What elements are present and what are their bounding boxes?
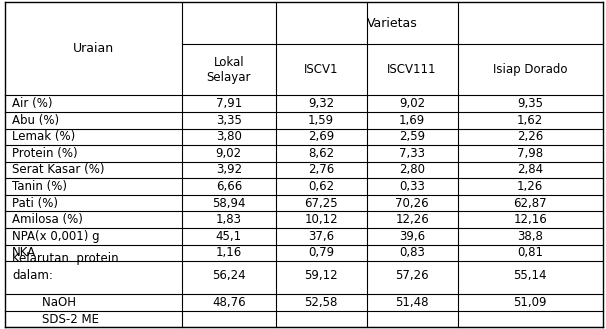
Text: 0,79: 0,79 — [308, 246, 335, 259]
Text: 52,58: 52,58 — [304, 296, 338, 309]
Text: 7,91: 7,91 — [216, 97, 242, 110]
Text: NaOH: NaOH — [27, 296, 76, 309]
Text: Uraian: Uraian — [73, 42, 114, 55]
Text: NPA(x 0,001) g: NPA(x 0,001) g — [12, 230, 100, 243]
Text: 0,83: 0,83 — [399, 246, 425, 259]
Text: 57,26: 57,26 — [395, 269, 429, 282]
Text: 2,84: 2,84 — [517, 164, 544, 176]
Text: 58,94: 58,94 — [212, 197, 245, 210]
Text: 10,12: 10,12 — [304, 213, 338, 226]
Text: 1,62: 1,62 — [517, 114, 544, 127]
Text: 2,69: 2,69 — [308, 130, 335, 143]
Text: 37,6: 37,6 — [308, 230, 335, 243]
Text: 59,12: 59,12 — [304, 269, 338, 282]
Text: 1,83: 1,83 — [216, 213, 242, 226]
Text: 9,35: 9,35 — [518, 97, 543, 110]
Text: 67,25: 67,25 — [304, 197, 338, 210]
Text: 45,1: 45,1 — [216, 230, 242, 243]
Text: 56,24: 56,24 — [212, 269, 245, 282]
Text: 9,02: 9,02 — [216, 147, 242, 160]
Text: 7,33: 7,33 — [399, 147, 425, 160]
Text: Pati (%): Pati (%) — [12, 197, 58, 210]
Text: 55,14: 55,14 — [513, 269, 547, 282]
Text: 3,92: 3,92 — [216, 164, 242, 176]
Text: Tanin (%): Tanin (%) — [12, 180, 67, 193]
Text: 62,87: 62,87 — [513, 197, 547, 210]
Text: 0,33: 0,33 — [399, 180, 425, 193]
Text: Isiap Dorado: Isiap Dorado — [493, 63, 567, 76]
Text: 9,02: 9,02 — [399, 97, 425, 110]
Text: 8,62: 8,62 — [308, 147, 335, 160]
Text: NKA: NKA — [12, 246, 36, 259]
Text: 1,69: 1,69 — [399, 114, 425, 127]
Text: 12,26: 12,26 — [395, 213, 429, 226]
Text: 2,26: 2,26 — [517, 130, 544, 143]
Text: 6,66: 6,66 — [216, 180, 242, 193]
Text: 3,80: 3,80 — [216, 130, 242, 143]
Text: 2,76: 2,76 — [308, 164, 335, 176]
Text: Lemak (%): Lemak (%) — [12, 130, 75, 143]
Text: SDS-2 ME: SDS-2 ME — [27, 313, 99, 326]
Text: 38,8: 38,8 — [518, 230, 543, 243]
Text: Air (%): Air (%) — [12, 97, 53, 110]
Text: Varietas: Varietas — [367, 16, 418, 30]
Text: 3,35: 3,35 — [216, 114, 242, 127]
Text: 51,48: 51,48 — [395, 296, 429, 309]
Text: 48,76: 48,76 — [212, 296, 245, 309]
Text: 1,59: 1,59 — [308, 114, 335, 127]
Text: Lokal
Selayar: Lokal Selayar — [207, 56, 251, 84]
Text: Protein (%): Protein (%) — [12, 147, 78, 160]
Text: 2,59: 2,59 — [399, 130, 425, 143]
Text: 9,32: 9,32 — [308, 97, 335, 110]
Text: ISCV1: ISCV1 — [304, 63, 338, 76]
Text: Abu (%): Abu (%) — [12, 114, 59, 127]
Text: 1,16: 1,16 — [216, 246, 242, 259]
Text: Kelarutan  protein
dalam:: Kelarutan protein dalam: — [12, 252, 119, 282]
Text: 51,09: 51,09 — [513, 296, 547, 309]
Text: 1,26: 1,26 — [517, 180, 544, 193]
Text: 12,16: 12,16 — [513, 213, 547, 226]
Text: Serat Kasar (%): Serat Kasar (%) — [12, 164, 105, 176]
Text: 2,80: 2,80 — [399, 164, 425, 176]
Text: 39,6: 39,6 — [399, 230, 425, 243]
Text: 7,98: 7,98 — [517, 147, 544, 160]
Text: 0,62: 0,62 — [308, 180, 335, 193]
Text: Amilosa (%): Amilosa (%) — [12, 213, 83, 226]
Text: ISCV111: ISCV111 — [387, 63, 437, 76]
Text: 0,81: 0,81 — [518, 246, 543, 259]
Text: 70,26: 70,26 — [395, 197, 429, 210]
